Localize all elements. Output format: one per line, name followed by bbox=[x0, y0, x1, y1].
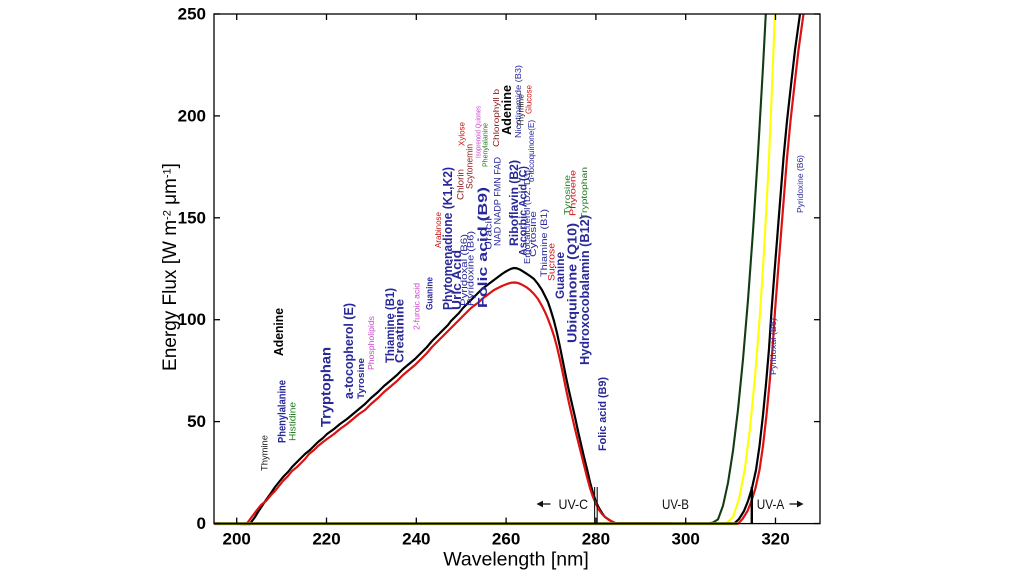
svg-text:200: 200 bbox=[178, 106, 206, 125]
svg-text:Energy Flux [W m-2 μm-1]: Energy Flux [W m-2 μm-1] bbox=[160, 163, 181, 371]
svg-text:Folic acid (B9): Folic acid (B9) bbox=[597, 377, 609, 451]
svg-text:200: 200 bbox=[223, 530, 251, 549]
svg-text:Pyridoxine (B6): Pyridoxine (B6) bbox=[466, 231, 477, 306]
svg-text:Guanine: Guanine bbox=[424, 277, 434, 310]
svg-text:Guanine: Guanine bbox=[553, 252, 567, 299]
svg-text:Uric Acid: Uric Acid bbox=[449, 250, 464, 310]
svg-text:Pyridoxal (B6): Pyridoxal (B6) bbox=[768, 318, 778, 375]
svg-text:Ergocalciferol (D2, D3): Ergocalciferol (D2, D3) bbox=[522, 170, 532, 264]
svg-text:280: 280 bbox=[582, 530, 610, 549]
svg-text:Xylose: Xylose bbox=[457, 122, 467, 146]
svg-text:Phenylalanine: Phenylalanine bbox=[480, 123, 489, 167]
svg-text:Folic acid (B9): Folic acid (B9) bbox=[476, 187, 490, 308]
svg-text:Tyrosine: Tyrosine bbox=[356, 358, 367, 399]
svg-text:Glucose: Glucose bbox=[524, 85, 534, 114]
svg-text:Uracil: Uracil bbox=[483, 218, 493, 250]
svg-text:Phenylalanine: Phenylalanine bbox=[276, 380, 288, 443]
svg-text:240: 240 bbox=[402, 530, 430, 549]
svg-text:250: 250 bbox=[178, 5, 206, 24]
svg-text:Pyridoxal (B6): Pyridoxal (B6) bbox=[459, 234, 470, 306]
svg-text:α-tocoquinone(E): α-tocoquinone(E) bbox=[527, 120, 536, 182]
svg-text:UV-A: UV-A bbox=[757, 496, 785, 512]
svg-text:Thiamine (B1): Thiamine (B1) bbox=[385, 288, 397, 363]
svg-text:Sucrose: Sucrose bbox=[546, 243, 556, 281]
svg-text:Tryptophan: Tryptophan bbox=[579, 167, 589, 219]
svg-text:Isoprenoid Quiones: Isoprenoid Quiones bbox=[475, 106, 482, 158]
svg-text:Chlorophyll b: Chlorophyll b bbox=[491, 89, 501, 147]
svg-text:100: 100 bbox=[178, 310, 206, 329]
svg-text:Creatinine: Creatinine bbox=[393, 299, 407, 363]
svg-text:260: 260 bbox=[492, 530, 520, 549]
svg-text:Arabinose: Arabinose bbox=[433, 212, 443, 248]
svg-text:2-furoic acid: 2-furoic acid bbox=[413, 283, 422, 330]
svg-text:Phytomenadione (K1,K2): Phytomenadione (K1,K2) bbox=[441, 167, 455, 310]
svg-text:Thymine: Thymine bbox=[260, 435, 271, 471]
svg-text:Thymine: Thymine bbox=[516, 94, 526, 127]
svg-text:Scytonemin: Scytonemin bbox=[464, 144, 474, 189]
svg-text:Wavelength [nm]: Wavelength [nm] bbox=[443, 549, 589, 571]
svg-text:Thiamine (B1): Thiamine (B1) bbox=[539, 209, 550, 277]
svg-text:150: 150 bbox=[178, 208, 206, 227]
svg-text:Cytosine: Cytosine bbox=[528, 211, 538, 257]
svg-text:Pyridoxine (B6): Pyridoxine (B6) bbox=[795, 155, 805, 213]
svg-text:Adenine: Adenine bbox=[272, 308, 286, 356]
svg-text:a-tocopherol (E): a-tocopherol (E) bbox=[342, 303, 356, 399]
svg-text:Ubiquinone (Q10): Ubiquinone (Q10) bbox=[564, 223, 579, 343]
svg-text:Chlorin: Chlorin bbox=[455, 169, 465, 200]
svg-text:Nicotinamide (B3): Nicotinamide (B3) bbox=[513, 65, 523, 138]
svg-text:Adenine: Adenine bbox=[500, 85, 514, 135]
svg-text:50: 50 bbox=[187, 412, 206, 431]
svg-text:Hydroxocobalamin (B12): Hydroxocobalamin (B12) bbox=[578, 215, 592, 365]
svg-text:0: 0 bbox=[197, 514, 206, 533]
svg-text:UV-C: UV-C bbox=[559, 496, 589, 512]
svg-text:320: 320 bbox=[761, 530, 789, 549]
svg-text:Phospholipids: Phospholipids bbox=[366, 316, 376, 370]
svg-text:NAD NADP FMN FAD: NAD NADP FMN FAD bbox=[492, 156, 502, 246]
svg-text:Phytoene: Phytoene bbox=[568, 170, 578, 216]
svg-text:Tyrosine: Tyrosine bbox=[562, 175, 572, 215]
svg-text:Riboflavin (B2): Riboflavin (B2) bbox=[509, 160, 521, 246]
svg-text:Histidine: Histidine bbox=[287, 402, 297, 441]
svg-text:220: 220 bbox=[312, 530, 340, 549]
svg-text:Tryptophan: Tryptophan bbox=[318, 347, 334, 427]
svg-text:300: 300 bbox=[672, 530, 700, 549]
svg-text:Ascorbic Acid (C): Ascorbic Acid (C) bbox=[517, 166, 529, 256]
svg-text:UV-B: UV-B bbox=[662, 496, 689, 512]
